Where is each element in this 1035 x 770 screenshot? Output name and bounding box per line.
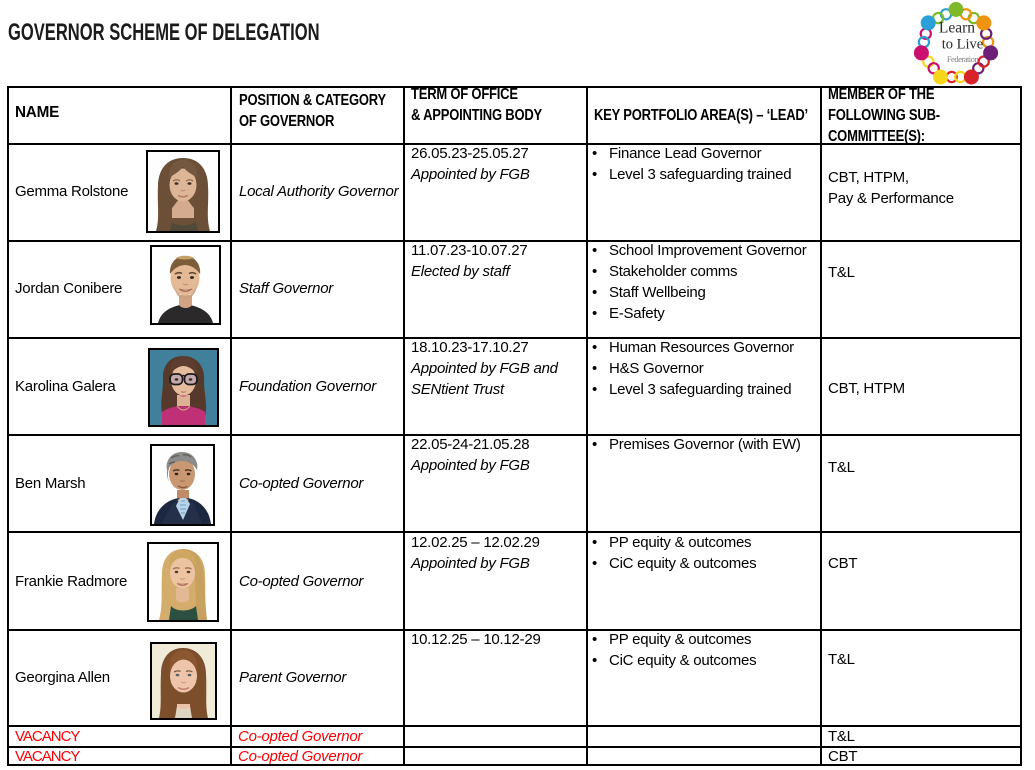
- svg-text:Federation: Federation: [947, 54, 980, 64]
- svg-text:Learn: Learn: [939, 20, 975, 37]
- svg-text:to Live: to Live: [942, 37, 983, 53]
